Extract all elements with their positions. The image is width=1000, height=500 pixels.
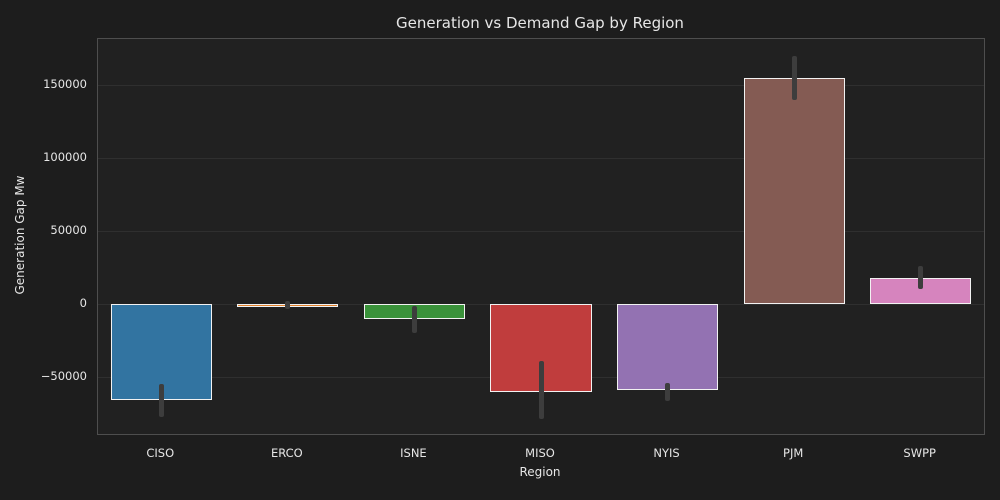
bar-nyis — [616, 304, 719, 391]
y-tick-label: −50000 — [40, 369, 87, 384]
x-tick-label-swpp: SWPP — [903, 446, 936, 460]
chart-title: Generation vs Demand Gap by Region — [396, 14, 684, 32]
bar-pjm — [743, 77, 845, 305]
error-bar-erco — [285, 301, 291, 310]
error-bar-ciso — [158, 384, 164, 418]
y-tick-label: 150000 — [43, 77, 87, 92]
error-bar-miso — [538, 361, 544, 420]
plot-area — [97, 38, 985, 435]
x-axis-label: Region — [519, 465, 561, 479]
x-tick-label-isne: ISNE — [400, 446, 427, 460]
gridline — [98, 84, 984, 86]
gridline — [98, 230, 984, 232]
error-bar-pjm — [791, 55, 797, 100]
x-tick-label-miso: MISO — [525, 446, 555, 460]
x-tick-label-pjm: PJM — [783, 446, 804, 460]
error-bar-isne — [411, 305, 417, 333]
error-bar-nyis — [665, 382, 671, 402]
y-tick-label: 100000 — [43, 150, 87, 165]
x-tick-label-ciso: CISO — [146, 446, 175, 460]
gridline — [98, 157, 984, 159]
y-tick-label: 0 — [79, 296, 87, 311]
error-bar-swpp — [918, 266, 924, 290]
x-tick-label-erco: ERCO — [270, 446, 303, 460]
x-tick-label-nyis: NYIS — [653, 446, 680, 460]
y-tick-label: 50000 — [50, 223, 87, 238]
